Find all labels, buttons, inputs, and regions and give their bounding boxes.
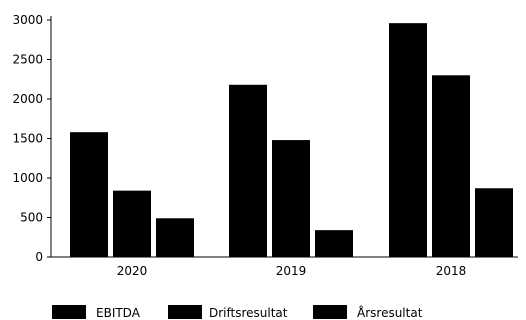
legend-swatch [313,305,347,319]
legend-label: Driftsresultat [209,306,288,320]
bar-driftsresultat-2020 [113,190,151,257]
y-tick-label: 500 [20,211,43,225]
y-tick-label: 2500 [12,53,43,67]
bar-ebitda-2019 [229,84,267,257]
y-tick-label: 2000 [12,92,43,106]
bar--rsresultat-2020 [156,218,194,257]
bar--rsresultat-2019 [315,230,353,257]
x-category-label: 2018 [436,264,467,278]
y-tick-label: 1000 [12,171,43,185]
legend: EBITDA Driftsresultat Årsresultat [52,305,423,320]
y-tick-label: 3000 [12,13,43,27]
bar-driftsresultat-2018 [432,75,470,257]
y-tick-label: 1500 [12,132,43,146]
x-category-label: 2019 [276,264,307,278]
legend-swatch [168,305,202,319]
bars [70,23,513,257]
bar-driftsresultat-2019 [272,140,310,257]
y-axis-ticks: 0 500 1000 1500 2000 2500 3000 [12,13,51,264]
legend-label: Årsresultat [357,305,423,320]
bar-ebitda-2020 [70,132,108,257]
x-category-label: 2020 [117,264,148,278]
bar--rsresultat-2018 [475,188,513,257]
legend-label: EBITDA [96,306,141,320]
y-tick-label: 0 [35,250,43,264]
bar-ebitda-2018 [389,23,427,257]
legend-swatch [52,305,86,319]
x-axis-labels: 2020 2019 2018 [117,264,467,278]
